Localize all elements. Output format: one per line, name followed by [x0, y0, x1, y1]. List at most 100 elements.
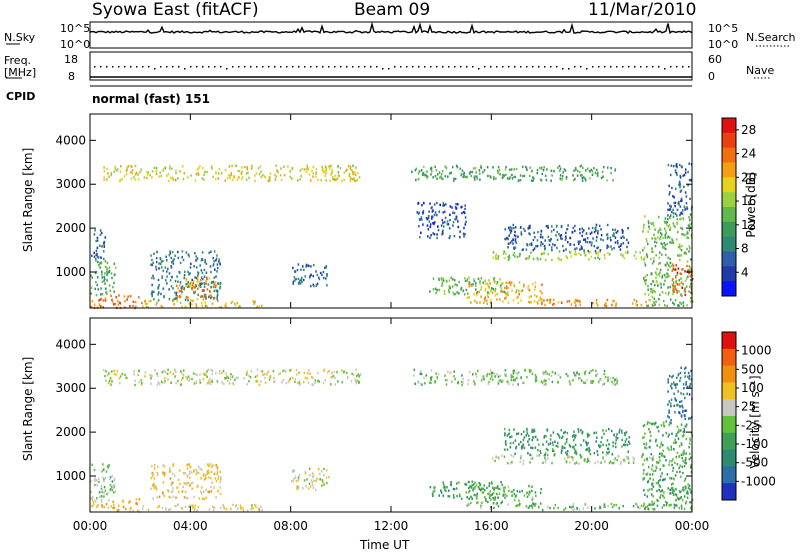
power-data-cell: [660, 242, 662, 245]
velocity-data-cell: [478, 488, 481, 491]
velocity-data-cell: [430, 378, 432, 381]
power-data-cell: [114, 165, 116, 168]
power-data-cell: [191, 303, 193, 306]
power-data-cell: [681, 244, 683, 248]
power-data-cell: [476, 175, 478, 178]
velocity-data-cell: [109, 476, 112, 479]
power-data-cell: [466, 175, 468, 179]
power-data-cell: [227, 177, 229, 180]
power-data-cell: [535, 245, 537, 248]
power-data-cell: [499, 278, 501, 281]
power-data-cell: [568, 300, 571, 303]
velocity-data-cell: [417, 381, 420, 384]
nave-point: [460, 66, 462, 68]
power-data-cell: [269, 176, 271, 179]
velocity-data-cell: [307, 487, 310, 490]
velocity-data-cell: [539, 502, 542, 505]
power-data-cell: [466, 279, 469, 283]
velocity-data-cell: [612, 444, 614, 448]
velocity-data-cell: [180, 506, 183, 509]
velocity-data-cell: [525, 434, 528, 437]
power-data-cell: [616, 240, 619, 243]
velocity-data-cell: [517, 383, 519, 386]
velocity-data-cell: [522, 444, 524, 448]
power-data-cell: [213, 260, 215, 263]
velocity-data-cell: [492, 491, 495, 495]
power-data-cell: [561, 177, 563, 181]
velocity-data-cell: [496, 373, 498, 376]
velocity-data-cell: [614, 383, 617, 386]
power-data-cell: [547, 224, 549, 228]
power-data-cell: [449, 205, 452, 208]
velocity-data-cell: [660, 493, 662, 497]
power-data-cell: [254, 174, 256, 177]
power-data-cell: [573, 300, 576, 304]
velocity-data-cell: [656, 444, 658, 447]
power-data-cell: [525, 257, 527, 260]
power-data-cell: [134, 173, 137, 176]
power-data-cell: [536, 244, 539, 248]
velocity-data-cell: [106, 465, 109, 468]
power-data-cell: [675, 281, 677, 285]
power-data-cell: [661, 253, 663, 256]
velocity-data-cell: [144, 371, 147, 374]
power-data-cell: [679, 213, 681, 217]
power-data-cell: [444, 165, 447, 168]
velocity-data-cell: [504, 433, 506, 437]
power-data-cell: [426, 218, 429, 221]
power-data-cell: [576, 169, 579, 173]
power-data-cell: [681, 294, 683, 298]
power-data-cell: [158, 284, 160, 287]
velocity-data-cell: [308, 467, 311, 470]
velocity-data-cell: [586, 379, 588, 382]
power-data-cell: [505, 287, 508, 290]
velocity-data-cell: [594, 507, 596, 510]
power-data-cell: [577, 299, 579, 302]
velocity-data-cell: [125, 376, 127, 379]
velocity-data-cell: [163, 465, 166, 468]
power-data-cell: [134, 300, 137, 304]
velocity-data-cell: [549, 438, 552, 441]
power-data-cell: [489, 282, 491, 285]
power-data-cell: [507, 237, 509, 241]
velocity-data-cell: [602, 429, 604, 432]
velocity-data-cell: [140, 383, 143, 386]
power-data-cell: [675, 280, 677, 283]
velocity-data-cell: [626, 443, 629, 447]
velocity-data-cell: [690, 378, 693, 381]
power-data-cell: [522, 248, 524, 251]
velocity-data-cell: [475, 375, 478, 378]
power-colorbar-tick-label: 4: [741, 265, 749, 279]
power-data-cell: [105, 291, 108, 294]
velocity-data-cell: [108, 379, 111, 382]
power-data-cell: [434, 211, 437, 214]
velocity-data-cell: [586, 457, 589, 460]
power-data-cell: [665, 230, 667, 233]
velocity-data-cell: [157, 465, 159, 468]
velocity-data-cell: [539, 491, 542, 495]
power-data-cell: [203, 173, 205, 177]
power-data-cell: [465, 220, 467, 223]
power-data-cell: [507, 258, 510, 262]
power-data-cell: [586, 236, 589, 240]
power-data-cell: [96, 276, 99, 279]
power-data-cell: [682, 304, 685, 307]
power-data-cell: [490, 287, 493, 290]
nave-label: Nave: [746, 64, 775, 77]
velocity-data-cell: [457, 381, 459, 385]
time-xtick-label: 16:00: [474, 519, 509, 533]
power-data-cell: [308, 173, 311, 176]
power-data-cell: [484, 279, 486, 282]
power-data-cell: [557, 301, 560, 304]
velocity-data-cell: [483, 484, 486, 487]
power-data-cell: [688, 224, 691, 227]
velocity-data-cell: [445, 383, 448, 386]
power-data-cell: [325, 179, 327, 182]
velocity-data-cell: [526, 491, 528, 495]
velocity-data-cell: [646, 458, 648, 461]
power-data-cell: [162, 168, 165, 171]
power-data-cell: [202, 166, 204, 170]
power-data-cell: [151, 283, 153, 287]
velocity-data-cell: [497, 375, 500, 378]
power-data-cell: [321, 165, 323, 169]
